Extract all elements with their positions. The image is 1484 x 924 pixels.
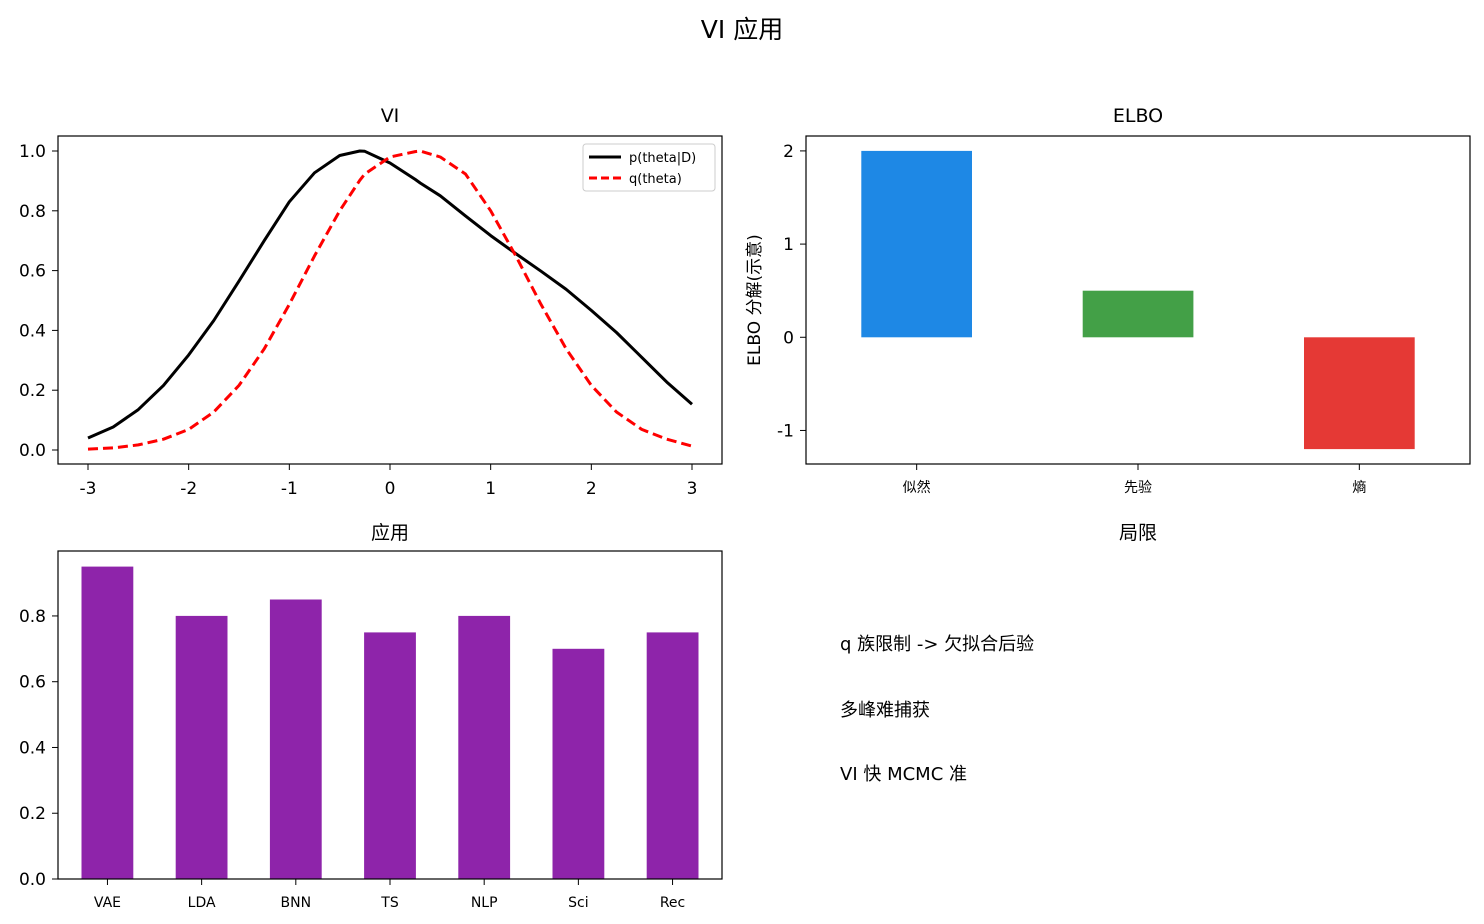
vi-panel: VI -3 -2 -1 0 1 2 3 0.0 0.2 0.4 0.6 0.8 1.0 p(theta|D… — [19, 105, 723, 499]
apps-panel: 应用 VAE LDA BNN TS NLP Sci Rec 0.0 0.2 0.4 0.6 0.8 — [19, 522, 723, 911]
apps-category-label: NLP — [471, 895, 498, 911]
elbo-plot-area: 似然 先验 熵 -1 0 1 2 ELBO 分解(示意) — [745, 142, 1415, 496]
vi-y-tick-label: 1.0 — [19, 142, 46, 162]
apps-y-tick-label: 0.8 — [19, 607, 46, 627]
vi-y-tick-label: 0.2 — [19, 381, 46, 401]
vi-legend-label: p(theta|D) — [629, 151, 696, 166]
apps-category-label: BNN — [281, 895, 312, 911]
vi-y-tick-label: 0.4 — [19, 321, 46, 341]
vi-panel-title: VI — [381, 105, 400, 127]
elbo-axes-frame — [805, 135, 1471, 465]
elbo-y-tick-label: 0 — [783, 328, 794, 348]
apps-y-tick-label: 0.0 — [19, 870, 46, 890]
elbo-y-axis-label: ELBO 分解(示意) — [745, 234, 765, 366]
limits-note: 多峰难捕获 — [840, 700, 930, 721]
elbo-bar — [1304, 337, 1415, 450]
vi-x-tick-label: 0 — [385, 479, 396, 499]
apps-axes-frame — [57, 550, 723, 880]
vi-x-tick-label: 3 — [687, 479, 698, 499]
apps-category-label: TS — [380, 895, 399, 911]
vi-series-line-1 — [87, 149, 693, 440]
vi-series-line-2 — [87, 149, 693, 451]
apps-bar — [646, 632, 699, 879]
limits-note: VI 快 MCMC 准 — [840, 764, 967, 785]
vi-y-tick-label: 0.6 — [19, 262, 46, 282]
vi-x-tick-label: -2 — [180, 479, 197, 499]
limits-note: q 族限制 -> 欠拟合后验 — [840, 634, 1034, 655]
elbo-panel-title: ELBO — [1113, 105, 1163, 127]
apps-bar — [175, 615, 228, 879]
vi-legend-label: q(theta) — [629, 172, 682, 187]
apps-category-label: Rec — [660, 895, 685, 911]
elbo-y-tick-label: 1 — [783, 235, 794, 255]
apps-bar — [269, 599, 322, 879]
elbo-y-tick-label: 2 — [783, 142, 794, 162]
vi-axes-frame — [57, 135, 723, 465]
elbo-bar — [861, 150, 972, 338]
vi-y-tick-label: 0.8 — [19, 202, 46, 222]
apps-category-label: Sci — [568, 895, 588, 911]
apps-y-tick-label: 0.4 — [19, 738, 46, 758]
apps-category-label: LDA — [188, 895, 216, 911]
limits-panel-title: 局限 — [1119, 522, 1157, 544]
apps-y-tick-label: 0.6 — [19, 673, 46, 693]
vi-y-tick-label: 0.0 — [19, 441, 46, 461]
elbo-category-label: 熵 — [1352, 480, 1366, 496]
elbo-category-label: 似然 — [903, 479, 931, 496]
elbo-panel: ELBO 似然 先验 熵 -1 0 1 2 ELBO 分解(示意) — [745, 105, 1471, 496]
elbo-bar — [1082, 290, 1194, 338]
elbo-category-label: 先验 — [1124, 480, 1152, 496]
limits-panel: 局限 q 族限制 -> 欠拟合后验 多峰难捕获 VI 快 MCMC 准 — [840, 522, 1157, 785]
vi-x-tick-label: -1 — [281, 479, 298, 499]
apps-bar — [458, 615, 511, 879]
vi-x-tick-label: 1 — [485, 479, 496, 499]
apps-bar — [364, 632, 416, 879]
elbo-y-tick-label: -1 — [777, 421, 794, 441]
apps-panel-title: 应用 — [371, 522, 409, 544]
vi-x-tick-label: 2 — [586, 479, 597, 499]
apps-bar — [552, 648, 605, 879]
apps-plot-area: VAE LDA BNN TS NLP Sci Rec 0.0 0.2 0.4 0.6 0.8 — [19, 566, 699, 911]
vi-plot-area: -3 -2 -1 0 1 2 3 0.0 0.2 0.4 0.6 0.8 1.0 p(theta|D) q(… — [19, 142, 716, 499]
apps-category-label: VAE — [94, 895, 121, 911]
figure-title: VI 应用 — [701, 15, 783, 44]
apps-bar — [81, 566, 134, 879]
vi-x-tick-label: -3 — [80, 479, 97, 499]
apps-y-tick-label: 0.2 — [19, 804, 46, 824]
